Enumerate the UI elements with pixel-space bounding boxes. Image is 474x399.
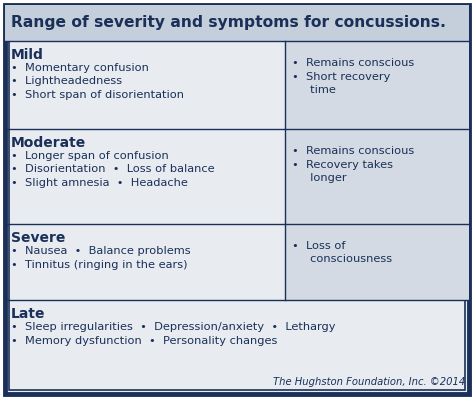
Text: •  Memory dysfunction  •  Personality changes: • Memory dysfunction • Personality chang… [11,336,277,346]
Text: •  Longer span of confusion: • Longer span of confusion [11,151,169,161]
Text: •  Loss of: • Loss of [292,241,346,251]
Text: •  Short span of disorientation: • Short span of disorientation [11,90,184,100]
Text: Mild: Mild [11,48,44,62]
Text: •  Lightheadedness: • Lightheadedness [11,77,122,87]
Text: time: time [292,85,336,95]
Text: longer: longer [292,173,346,183]
Text: •  Remains conscious: • Remains conscious [292,58,414,68]
Text: consciousness: consciousness [292,255,392,265]
Bar [285,129,469,224]
Text: •  Remains conscious: • Remains conscious [292,146,414,156]
Text: •  Nausea  •  Balance problems: • Nausea • Balance problems [11,246,191,256]
Text: Moderate: Moderate [11,136,86,150]
Text: •  Momentary confusion: • Momentary confusion [11,63,149,73]
Text: •  Slight amnesia  •  Headache: • Slight amnesia • Headache [11,178,188,188]
Text: •  Short recovery: • Short recovery [292,71,391,81]
Text: •  Tinnitus (ringing in the ears): • Tinnitus (ringing in the ears) [11,259,188,269]
Text: •  Disorientation  •  Loss of balance: • Disorientation • Loss of balance [11,164,215,174]
Text: •  Recovery takes: • Recovery takes [292,160,393,170]
Text: Range of severity and symptoms for concussions.: Range of severity and symptoms for concu… [11,16,446,30]
Text: The Hughston Foundation, Inc. ©2014: The Hughston Foundation, Inc. ©2014 [273,377,465,387]
Text: •  Sleep irregularities  •  Depression/anxiety  •  Lethargy: • Sleep irregularities • Depression/anxi… [11,322,336,332]
Text: Late: Late [11,307,46,321]
Text: Severe: Severe [11,231,65,245]
Bar [285,41,469,129]
Bar [5,5,469,41]
Bar [285,224,469,300]
